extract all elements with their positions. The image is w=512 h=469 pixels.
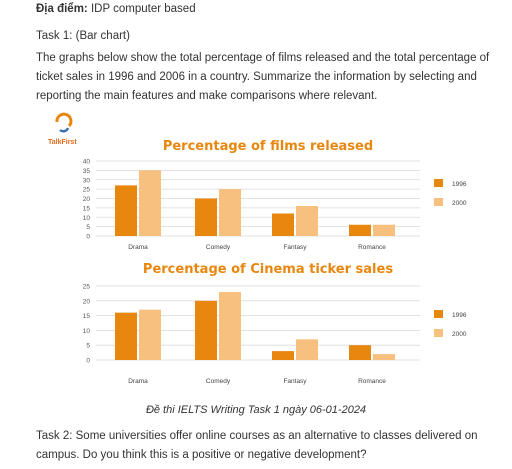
bar-1996	[195, 300, 217, 360]
x-category-label: Drama	[128, 378, 148, 385]
x-category-label: Fantasy	[283, 244, 307, 251]
logo-text: TalkFirst	[48, 139, 77, 146]
charts-figure: Percentage of films released 0 5 10 15 20 25 30…	[55, 112, 467, 385]
y-tick-label: 30	[83, 177, 91, 184]
chart-title: Percentage of Cinema ticker sales	[143, 262, 393, 277]
talkfirst-logo	[55, 112, 73, 133]
bar-1996	[272, 351, 294, 360]
bar-2000	[139, 309, 161, 360]
bar-2000	[373, 354, 395, 360]
legend-label: 2000	[452, 331, 467, 338]
task1-heading: Task 1: (Bar chart)	[36, 30, 130, 42]
y-tick-label: 20	[83, 298, 91, 305]
figure-caption: Đề thi IELTS Writing Task 1 ngày 06-01-2…	[145, 404, 367, 416]
bar-2000	[219, 189, 241, 236]
y-tick-label: 35	[83, 168, 91, 175]
legend-label: 1996	[452, 312, 467, 319]
y-tick-label: 25	[83, 187, 91, 194]
bar-2000	[296, 339, 318, 360]
bar-1996	[115, 312, 137, 360]
x-category-label: Comedy	[206, 378, 231, 385]
task2-prompt: Task 2: Some universities offer online c…	[36, 430, 478, 461]
legend-swatch-2000	[434, 198, 443, 206]
y-tick-label: 20	[83, 196, 91, 203]
legend-swatch-1996	[434, 179, 443, 187]
venue-line: Địa điểm: IDP computer based	[36, 0, 196, 19]
bar-2000	[373, 224, 395, 236]
legend-swatch-2000	[434, 329, 443, 337]
bar-1996	[349, 224, 371, 236]
y-tick-label: 5	[86, 224, 90, 231]
legend-label: 1996	[452, 181, 467, 188]
x-category-label: Drama	[128, 244, 148, 251]
venue-value: IDP computer based	[87, 3, 196, 15]
legend-swatch-1996	[434, 310, 443, 318]
y-tick-label: 10	[83, 215, 91, 222]
bar-1996	[272, 213, 294, 236]
bar-1996	[195, 198, 217, 236]
y-tick-label: 10	[83, 328, 91, 335]
y-tick-label: 15	[83, 313, 91, 320]
bar-2000	[296, 206, 318, 236]
x-category-label: Romance	[358, 378, 386, 385]
x-category-label: Romance	[358, 244, 386, 251]
bar-2000	[139, 170, 161, 236]
y-tick-label: 40	[83, 159, 91, 166]
task1-prompt: The graphs below show the total percenta…	[36, 52, 490, 102]
y-tick-label: 25	[83, 284, 91, 291]
bar-1996	[349, 345, 371, 360]
x-category-label: Fantasy	[283, 378, 307, 385]
venue-label: Địa điểm:	[36, 3, 88, 15]
y-tick-label: 0	[86, 234, 90, 241]
bar-2000	[219, 291, 241, 360]
y-tick-label: 0	[86, 358, 90, 365]
y-tick-label: 5	[86, 343, 90, 350]
bar-1996	[115, 185, 137, 236]
y-tick-label: 15	[83, 205, 91, 212]
x-category-label: Comedy	[206, 244, 231, 251]
legend-label: 2000	[452, 200, 467, 207]
chart-title: Percentage of films released	[163, 139, 373, 154]
